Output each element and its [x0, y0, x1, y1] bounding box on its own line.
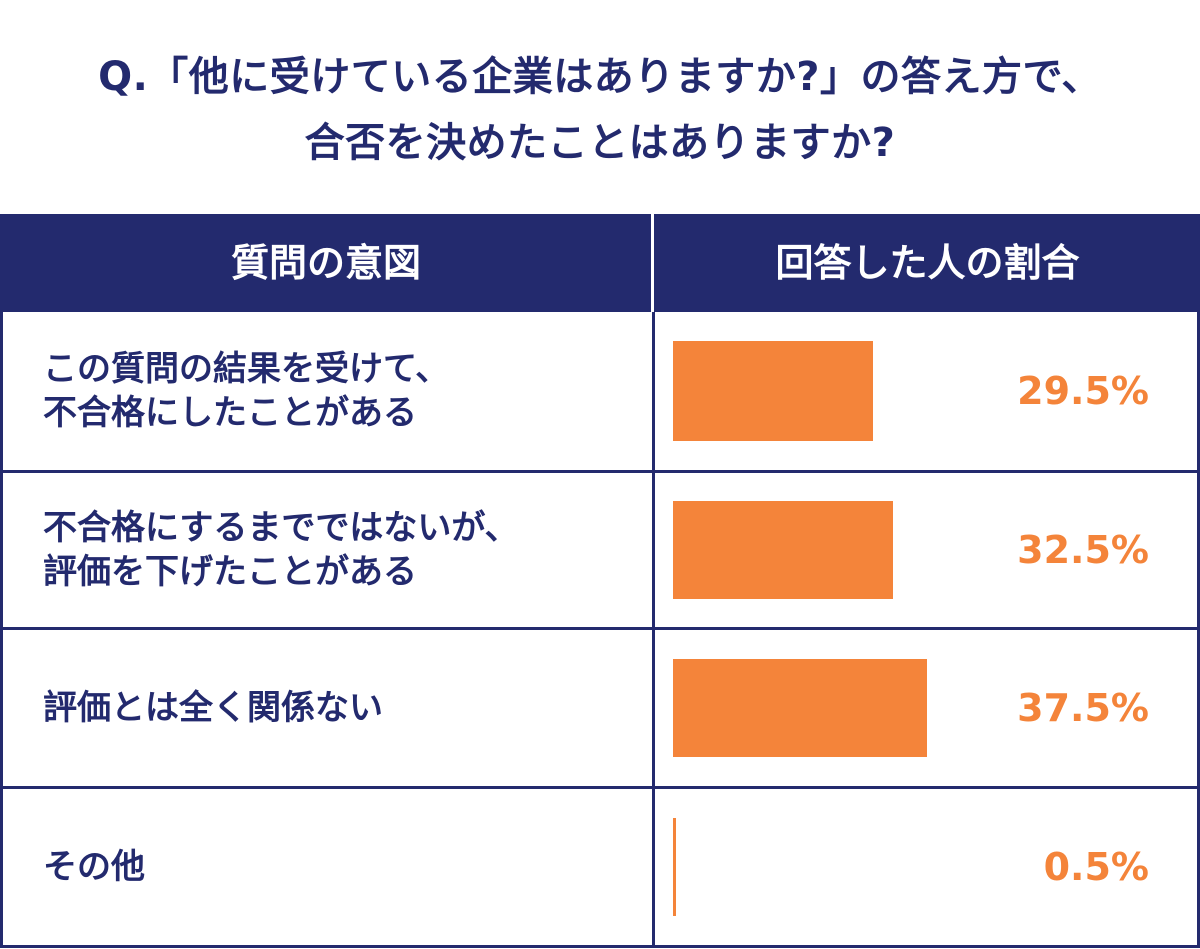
table-header: 質問の意図 回答した人の割合 [0, 214, 1200, 312]
column-divider [652, 473, 655, 627]
percent-label: 0.5% [1043, 845, 1149, 889]
row-label: この質問の結果を受けて、 不合格にしたことがある [43, 349, 450, 433]
bar [673, 659, 928, 757]
table-row: 評価とは全く関係ない 37.5% [0, 630, 1200, 789]
title-line-1: Q.「他に受けている企業はありますか?」の答え方で、 [98, 54, 1102, 100]
title-line-2: 合否を決めたことはありますか? [304, 120, 896, 166]
column-divider [652, 630, 655, 786]
percent-label: 29.5% [1017, 369, 1149, 413]
percent-label: 37.5% [1017, 686, 1149, 730]
table-row: その他 0.5% [0, 789, 1200, 948]
column-divider [652, 312, 655, 470]
bar [673, 501, 894, 599]
results-table: 質問の意図 回答した人の割合 この質問の結果を受けて、 不合格にしたことがある 2… [0, 214, 1200, 948]
header-ratio: 回答した人の割合 [775, 241, 1080, 285]
row-label: 評価とは全く関係ない [43, 688, 383, 728]
table-row: 不合格にするまでではないが、 評価を下げたことがある 32.5% [0, 473, 1200, 630]
percent-label: 32.5% [1017, 528, 1149, 572]
table-row: この質問の結果を受けて、 不合格にしたことがある 29.5% [0, 312, 1200, 473]
header-divider [651, 214, 654, 312]
row-label: その他 [43, 847, 145, 887]
chart-title: Q.「他に受けている企業はありますか?」の答え方で、 合否を決めたことはあります… [0, 44, 1200, 176]
bar [673, 818, 677, 916]
bar [673, 341, 873, 441]
row-label: 不合格にするまでではないが、 評価を下げたことがある [43, 508, 519, 592]
column-divider [652, 789, 655, 945]
header-intent: 質問の意図 [230, 241, 421, 285]
